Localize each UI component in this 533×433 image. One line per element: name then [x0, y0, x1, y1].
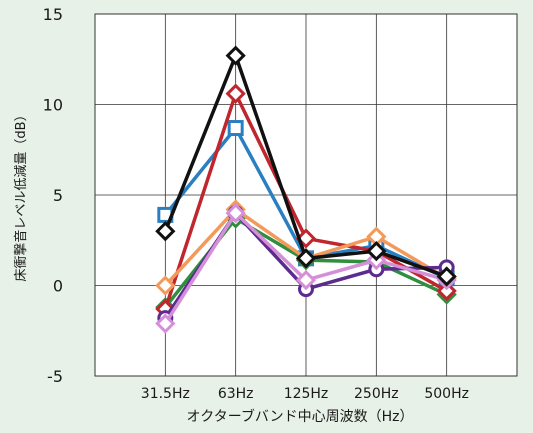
data-point [225, 83, 246, 104]
x-tick-labels: 31.5Hz 63Hz 125Hz 250Hz 500Hz [141, 386, 469, 402]
data-point [155, 221, 176, 242]
y-tick-labels: -5 0 5 10 15 [43, 5, 63, 386]
data-point [436, 280, 457, 302]
data-point [295, 248, 317, 269]
data-point [295, 269, 317, 291]
x-tick-label: 500Hz [424, 386, 469, 402]
x-tick-label: 125Hz [284, 386, 329, 402]
data-point [225, 202, 246, 224]
data-point [155, 275, 176, 296]
y-tick-label: 15 [43, 5, 63, 24]
data-point [227, 120, 244, 137]
y-axis-label: 床衝撃音レベル低減量（dB） [13, 108, 29, 281]
data-point [366, 240, 387, 262]
y-tick-label: 0 [53, 277, 63, 296]
data-point [436, 266, 457, 287]
x-axis-label: オクターブバンド中心周波数（Hz） [187, 408, 414, 425]
x-tick-label: 63Hz [218, 386, 254, 402]
x-tick-label: 250Hz [354, 386, 399, 402]
series-7 [155, 45, 457, 287]
data-point [155, 313, 176, 334]
y-tick-label: -5 [47, 367, 63, 386]
x-tick-label: 31.5Hz [141, 386, 190, 402]
y-tick-label: 10 [43, 96, 63, 115]
plot-frame [94, 13, 518, 377]
y-tick-label: 5 [53, 186, 63, 205]
data-point [225, 45, 246, 66]
series-layer [155, 45, 457, 334]
